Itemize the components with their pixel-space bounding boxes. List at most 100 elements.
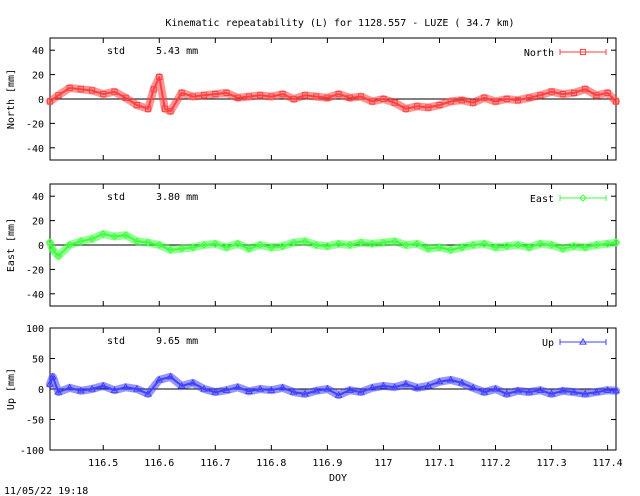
east-data-point xyxy=(200,241,208,249)
north-data-point xyxy=(559,91,566,98)
east-y-tick-label: 40 xyxy=(32,192,44,203)
east-data-point xyxy=(77,237,85,246)
up-data-point xyxy=(233,383,242,390)
east-data-point xyxy=(121,231,130,240)
north-data-point xyxy=(111,88,118,95)
north-data-point xyxy=(150,86,157,93)
east-y-axis-label: East [mm] xyxy=(6,218,17,272)
up-data-point xyxy=(491,384,500,392)
north-y-tick-label: 40 xyxy=(32,46,44,57)
up-y-tick-label: -50 xyxy=(26,416,44,427)
footer-timestamp: 11/05/22 19:18 xyxy=(4,486,88,496)
north-data-point xyxy=(189,93,197,100)
east-std-value: 3.80 mm xyxy=(156,192,198,203)
north-y-axis-label: North [mm] xyxy=(6,69,17,129)
east-data-point xyxy=(603,239,612,248)
north-data-point xyxy=(201,92,208,99)
up-legend-marker xyxy=(579,337,587,345)
north-std-value: 5.43 mm xyxy=(156,46,198,57)
north-data-point xyxy=(369,98,376,105)
up-x-tick-label: 117.3 xyxy=(536,458,566,469)
up-data-point xyxy=(379,381,388,389)
up-data-point xyxy=(424,381,433,389)
up-data-point xyxy=(144,389,153,397)
up-data-point xyxy=(513,386,522,394)
east-legend-label: East xyxy=(530,194,554,205)
east-data-point xyxy=(110,232,119,241)
up-data-point xyxy=(612,386,620,394)
east-data-point xyxy=(558,244,567,253)
up-data-point xyxy=(334,391,343,398)
up-y-tick-label: -100 xyxy=(20,446,44,457)
north-data-point xyxy=(447,98,454,105)
up-data-point xyxy=(289,387,298,395)
east-data-point xyxy=(480,239,489,248)
east-data-point xyxy=(312,241,320,249)
north-data-point xyxy=(301,92,309,99)
east-data-point xyxy=(133,237,141,246)
east-data-point xyxy=(357,238,365,247)
up-data-point xyxy=(301,389,309,397)
up-data-point xyxy=(345,386,354,393)
east-data-point xyxy=(547,241,556,249)
east-data-point xyxy=(99,230,108,238)
up-data-point xyxy=(267,386,276,393)
north-data-point xyxy=(324,94,331,101)
north-data-point xyxy=(290,95,297,103)
north-data-point xyxy=(604,89,611,97)
up-data-point xyxy=(357,387,365,395)
east-data-point xyxy=(491,243,500,252)
north-data-point xyxy=(144,105,152,112)
up-data-point xyxy=(244,387,253,395)
east-data-point xyxy=(346,241,354,249)
east-data-point xyxy=(166,246,175,254)
up-x-tick-label: 117 xyxy=(374,458,392,469)
north-data-point xyxy=(391,99,398,106)
east-data-point xyxy=(612,238,620,247)
east-data-point xyxy=(177,244,186,253)
north-data-point xyxy=(178,89,185,97)
up-x-tick-label: 116.8 xyxy=(256,458,286,469)
east-data-point xyxy=(46,238,54,247)
up-data-point xyxy=(525,387,534,395)
up-x-tick-label: 117.4 xyxy=(593,458,623,469)
east-data-point xyxy=(379,238,388,247)
east-data-point xyxy=(245,244,253,253)
north-data-point xyxy=(156,73,163,81)
east-data-point xyxy=(592,241,601,249)
up-x-tick-label: 117.2 xyxy=(480,458,510,469)
up-data-point xyxy=(110,386,119,393)
up-x-tick-label: 116.6 xyxy=(144,458,174,469)
up-y-tick-label: 0 xyxy=(38,385,44,396)
up-x-tick-label: 116.9 xyxy=(312,458,342,469)
east-data-point xyxy=(65,241,74,249)
north-data-point xyxy=(537,92,544,99)
up-x-tick-label: 116.5 xyxy=(88,458,118,469)
up-data-point xyxy=(46,380,54,387)
north-data-point xyxy=(425,104,432,111)
up-data-point xyxy=(401,380,410,387)
north-y-tick-label: -20 xyxy=(26,119,44,130)
up-data-point xyxy=(413,383,422,391)
up-data-point xyxy=(603,386,612,393)
east-data-point xyxy=(278,242,287,251)
north-data-point xyxy=(257,92,264,99)
east-data-point xyxy=(390,237,399,246)
up-data-point xyxy=(457,378,466,386)
east-data-point xyxy=(424,244,433,253)
north-y-tick-label: 20 xyxy=(32,71,44,82)
up-data-point xyxy=(211,387,220,395)
up-data-point xyxy=(390,383,399,390)
north-data-point xyxy=(77,86,84,93)
up-data-point xyxy=(592,387,601,395)
north-data-point xyxy=(234,94,241,101)
north-data-point xyxy=(66,84,73,92)
east-y-tick-label: 0 xyxy=(38,241,44,252)
north-data-point xyxy=(402,105,409,112)
east-data-point xyxy=(581,243,589,252)
up-data-point xyxy=(581,389,590,397)
east-data-point xyxy=(458,243,466,252)
east-data-point xyxy=(323,242,332,251)
east-data-point xyxy=(289,238,298,247)
north-data-point xyxy=(526,94,533,101)
